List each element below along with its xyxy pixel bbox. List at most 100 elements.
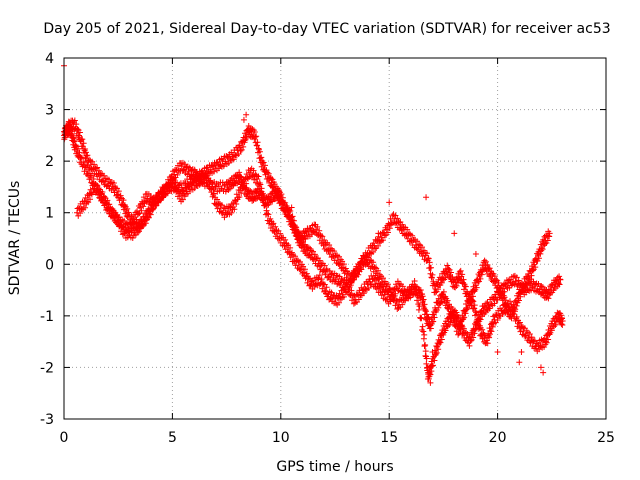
data-point	[532, 264, 539, 271]
data-point	[264, 210, 271, 217]
data-point	[425, 375, 432, 382]
data-point	[380, 237, 387, 244]
data-point	[463, 329, 470, 336]
data-point	[453, 309, 460, 316]
data-point	[471, 330, 478, 337]
data-point	[78, 154, 85, 161]
data-point	[316, 227, 323, 234]
data-point	[71, 117, 78, 124]
data-point	[83, 198, 90, 205]
data-point	[488, 328, 495, 335]
data-point	[319, 233, 326, 240]
data-point	[251, 176, 258, 183]
data-point	[170, 176, 177, 183]
data-point	[513, 274, 520, 281]
data-point	[137, 225, 144, 232]
data-point	[228, 209, 235, 216]
data-point	[451, 230, 458, 237]
data-point	[397, 225, 404, 232]
data-point	[101, 193, 108, 200]
data-point	[418, 315, 425, 322]
data-point	[367, 281, 374, 288]
data-point	[503, 283, 510, 290]
data-point	[288, 204, 295, 211]
x-tick-label: 20	[489, 430, 507, 446]
y-tick-label: -1	[40, 309, 54, 325]
data-point	[502, 297, 509, 304]
data-point	[349, 297, 356, 304]
data-point	[544, 237, 551, 244]
data-point	[528, 334, 535, 341]
data-point	[337, 296, 344, 303]
data-point	[322, 271, 329, 278]
y-axis-label: SDTVAR / TECUs	[7, 181, 23, 296]
data-point	[529, 267, 536, 274]
data-point	[438, 279, 445, 286]
x-tick-label: 25	[597, 430, 615, 446]
data-point	[469, 293, 476, 300]
data-point	[180, 187, 187, 194]
data-point	[491, 273, 498, 280]
data-point	[72, 142, 79, 149]
data-point	[95, 191, 102, 198]
data-point	[543, 339, 550, 346]
data-point	[210, 168, 217, 175]
data-point	[157, 195, 164, 202]
data-point	[557, 276, 564, 283]
data-point	[262, 162, 269, 169]
data-point	[83, 152, 90, 159]
data-point	[100, 198, 107, 205]
data-point	[406, 230, 413, 237]
data-point	[419, 253, 426, 260]
data-point	[370, 259, 377, 266]
data-point	[384, 281, 391, 288]
data-point	[471, 302, 478, 309]
data-point	[294, 236, 301, 243]
data-point	[375, 267, 382, 274]
data-point	[447, 269, 454, 276]
data-point	[541, 343, 548, 350]
data-point	[243, 111, 250, 118]
data-point	[355, 296, 362, 303]
data-point	[513, 313, 520, 320]
data-point	[386, 225, 393, 232]
data-point	[311, 251, 318, 258]
data-point	[438, 336, 445, 343]
chart-title: Day 205 of 2021, Sidereal Day-to-day VTE…	[43, 21, 610, 37]
y-tick-label: 4	[45, 51, 54, 67]
data-point	[432, 351, 439, 358]
data-point	[354, 267, 361, 274]
data-point	[133, 216, 140, 223]
data-point	[545, 295, 552, 302]
data-point	[444, 304, 451, 311]
data-point	[451, 314, 458, 321]
data-point	[289, 217, 296, 224]
data-point	[516, 319, 523, 326]
data-point	[323, 266, 330, 273]
data-point	[238, 146, 245, 153]
data-point	[126, 228, 133, 235]
data-point	[285, 209, 292, 216]
data-point	[530, 278, 537, 285]
data-point	[90, 175, 97, 182]
data-point	[74, 126, 81, 133]
data-point	[342, 289, 349, 296]
data-point	[172, 179, 179, 186]
data-point	[428, 368, 435, 375]
data-point	[282, 246, 289, 253]
data-point	[274, 188, 281, 195]
data-point	[421, 301, 428, 308]
plot-frame	[63, 57, 607, 420]
data-point	[486, 334, 493, 341]
data-point	[360, 290, 367, 297]
data-point	[102, 178, 109, 185]
data-point	[458, 322, 465, 329]
data-point	[383, 226, 390, 233]
data-point	[345, 286, 352, 293]
data-point	[220, 204, 227, 211]
data-point	[205, 177, 212, 184]
data-point	[488, 301, 495, 308]
data-point	[138, 207, 145, 214]
data-point	[546, 230, 553, 237]
